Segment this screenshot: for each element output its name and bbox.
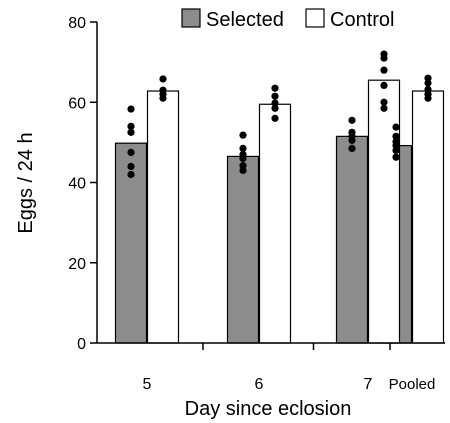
data-point-selected (348, 144, 356, 152)
y-axis-title: Eggs / 24 h (15, 132, 37, 233)
x-tick-label: 7 (364, 376, 373, 393)
points-layer (127, 50, 432, 179)
data-point-selected (127, 162, 135, 171)
data-point-selected (392, 132, 400, 140)
data-point-control (271, 114, 279, 122)
x-ticks: 5 6 7 Pooled (143, 343, 436, 393)
y-tick-label: 80 (68, 15, 86, 32)
x-tick-label: Pooled (389, 376, 436, 393)
bar-selected-6 (226, 155, 260, 344)
data-point-selected (348, 116, 356, 124)
data-point-control (380, 104, 388, 112)
y-ticks: 0 20 40 60 80 (68, 15, 97, 353)
bar-selected-7 (335, 135, 369, 344)
bar-control-7 (367, 79, 401, 344)
data-point-control (271, 84, 279, 92)
legend-swatch-selected (181, 8, 201, 28)
y-tick-label: 40 (68, 176, 86, 193)
data-point-selected (239, 144, 247, 152)
data-point-control (271, 104, 279, 112)
y-tick-label: 20 (68, 256, 86, 273)
bar-control-6 (258, 103, 292, 344)
data-point-control (271, 99, 279, 107)
data-point-selected (127, 122, 135, 130)
y-tick-label: 0 (77, 336, 86, 353)
legend: Selected Control (181, 8, 394, 31)
data-point-control (159, 75, 167, 83)
bar-control-5 (146, 90, 180, 344)
data-point-control (380, 66, 388, 74)
y-tick-label: 60 (68, 95, 86, 112)
x-tick-label: 5 (143, 376, 152, 393)
data-point-control (380, 81, 388, 89)
data-point-selected (392, 146, 400, 154)
data-point-control (424, 79, 432, 87)
legend-swatch-control (305, 8, 325, 28)
data-point-selected (348, 136, 356, 144)
data-point-selected (239, 166, 247, 175)
data-point-selected (239, 131, 247, 139)
bar-control-pooled (411, 90, 445, 344)
x-tick-label: 6 (255, 376, 264, 393)
data-point-selected (239, 154, 247, 163)
data-point-selected (127, 148, 135, 157)
data-point-control (380, 54, 388, 62)
data-point-selected (392, 123, 400, 131)
bars-layer (114, 79, 445, 344)
legend-label-control: Control (330, 9, 394, 31)
data-point-selected (392, 153, 400, 161)
data-point-selected (127, 128, 135, 136)
data-point-control (159, 94, 167, 102)
data-point-selected (127, 105, 135, 113)
data-point-control (271, 92, 279, 100)
x-axis-title: Day since eclosion (185, 398, 352, 420)
data-point-control (380, 98, 388, 106)
data-point-control (424, 94, 432, 102)
data-point-selected (127, 170, 135, 179)
legend-label-selected: Selected (206, 9, 284, 31)
